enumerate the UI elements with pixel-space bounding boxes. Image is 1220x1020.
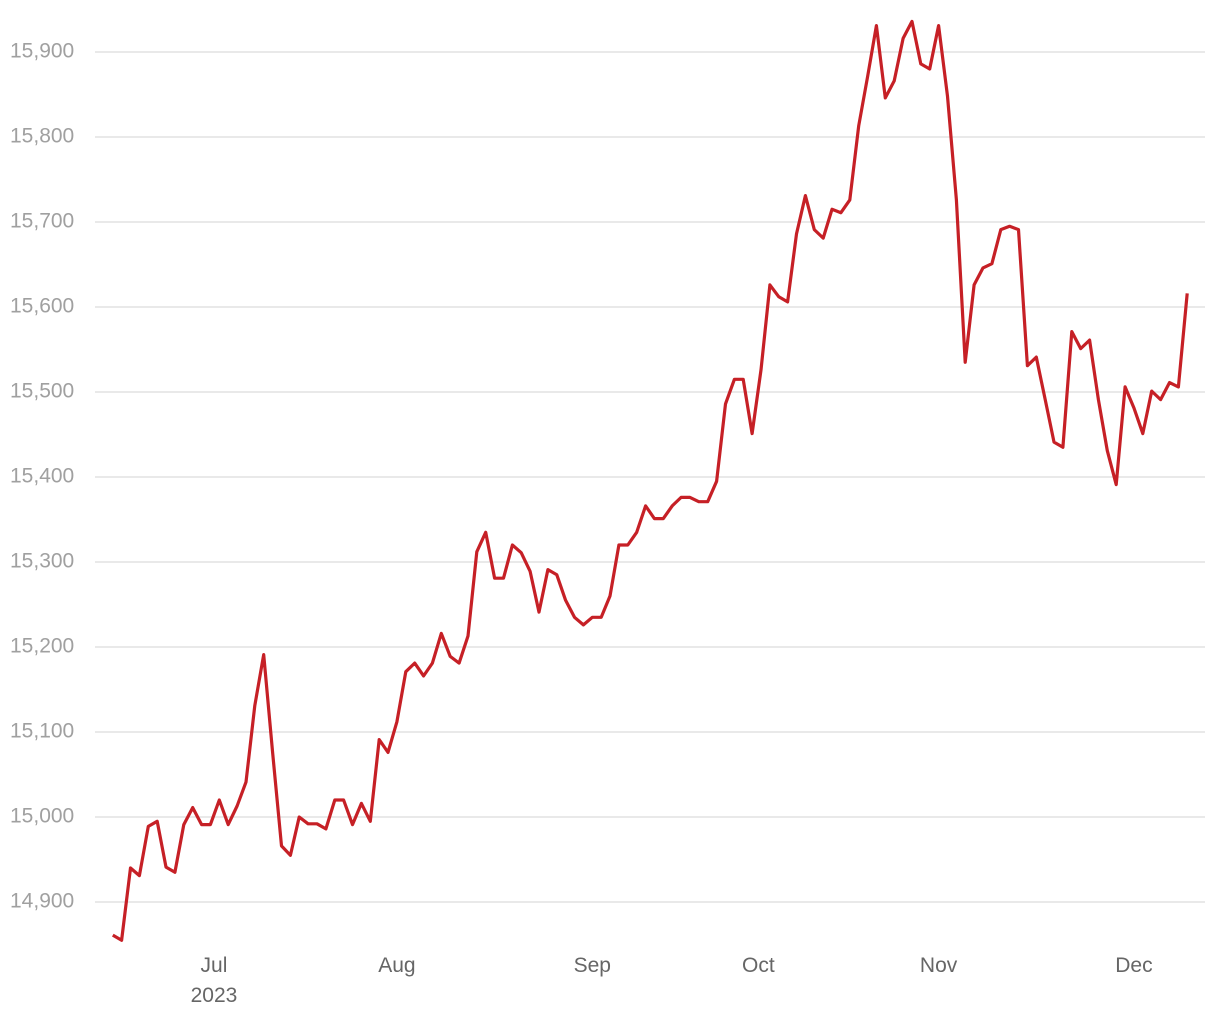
- price-line: [111, 19, 1189, 942]
- y-tick-label: 14,900: [10, 890, 74, 913]
- y-tick-label: 15,400: [10, 465, 74, 488]
- x-tick-label: Aug: [378, 954, 415, 977]
- x-tick-label: Jul 2023: [191, 954, 238, 1007]
- x-tick-label: Sep: [574, 954, 611, 977]
- y-tick-label: 15,700: [10, 210, 74, 233]
- x-tick-label: Oct: [742, 954, 775, 977]
- y-tick-label: 15,100: [10, 720, 74, 743]
- y-tick-label: 15,800: [10, 125, 74, 148]
- y-tick-label: 15,300: [10, 550, 74, 573]
- y-tick-label: 15,000: [10, 805, 74, 828]
- x-tick-label: Nov: [920, 954, 958, 977]
- y-tick-label: 15,600: [10, 295, 74, 318]
- x-tick-label: Dec: [1115, 954, 1152, 977]
- y-tick-label: 15,200: [10, 635, 74, 658]
- y-tick-label: 15,500: [10, 380, 74, 403]
- y-tick-label: 15,900: [10, 40, 74, 63]
